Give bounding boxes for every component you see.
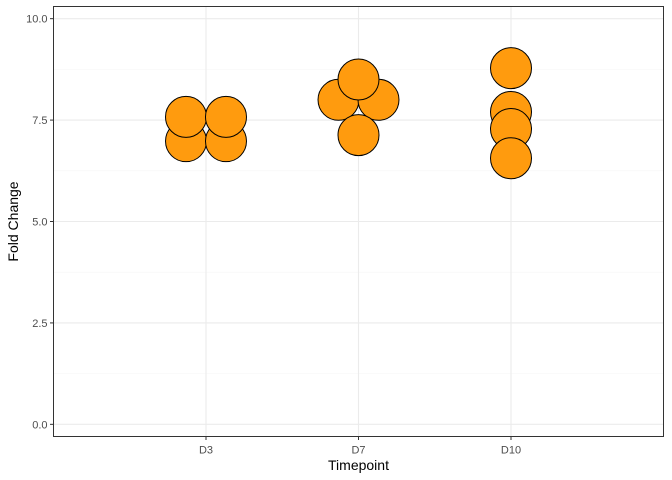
data-point — [204, 95, 247, 138]
y-tick-label: 2.5 — [32, 318, 47, 330]
y-tick-label: 7.5 — [32, 115, 47, 127]
y-tick-label: 10.0 — [26, 14, 47, 26]
data-point — [490, 47, 532, 90]
data-point — [165, 95, 208, 138]
data-points — [165, 47, 532, 180]
data-point — [490, 137, 532, 180]
x-tick-label: D10 — [501, 445, 521, 457]
x-axis-title: Timepoint — [328, 457, 389, 473]
x-tick-label: D7 — [351, 445, 365, 457]
y-tick-label: 5.0 — [32, 217, 47, 229]
y-axis-title: Fold Change — [5, 181, 21, 261]
data-point — [337, 114, 380, 157]
x-tick-label: D3 — [199, 445, 213, 457]
y-axis-ticks: 0.0 2.5 5.0 7.5 10.0 — [26, 14, 54, 431]
x-axis-ticks: D3 D7 D10 — [199, 436, 521, 457]
y-tick-label: 0.0 — [32, 419, 47, 431]
data-point — [337, 58, 380, 101]
